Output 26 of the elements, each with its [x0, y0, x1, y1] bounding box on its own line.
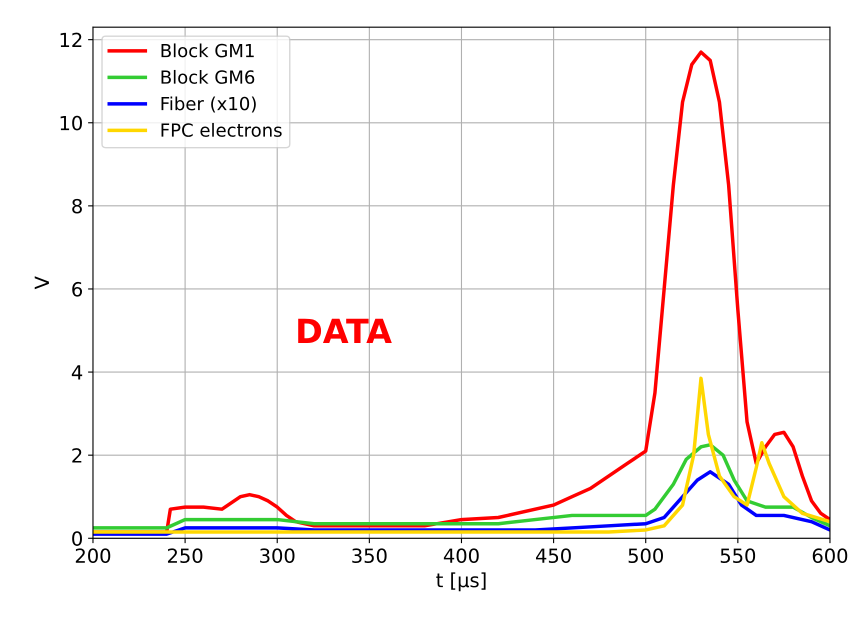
x-tick-label: 550	[720, 548, 756, 564]
legend-label: Block GM6	[162, 70, 254, 84]
x-tick-label: 300	[260, 548, 294, 564]
y-tick-label: 8	[72, 198, 82, 214]
y-axis-title: V	[34, 276, 49, 290]
legend-label: FPC electrons	[162, 122, 282, 137]
x-tick-label: 500	[628, 548, 663, 564]
y-tick-label: 10	[60, 116, 82, 130]
legend-label: Fiber (x10)	[162, 96, 256, 113]
y-tick-label: 2	[72, 448, 82, 463]
y-tick-label: 0	[72, 531, 82, 546]
x-axis-title: t [µs]	[436, 572, 486, 592]
annotation: DATA	[298, 318, 392, 344]
x-tick-label: 200	[76, 548, 110, 564]
legend-label: Block GM1	[162, 43, 254, 58]
x-tick-label: 350	[352, 548, 387, 564]
y-tick-label: 12	[60, 32, 82, 48]
y-tick-label: 6	[72, 282, 82, 297]
line-series	[92, 443, 830, 530]
y-tick-label: 4	[72, 365, 82, 380]
x-tick-label: 600	[812, 548, 848, 564]
x-tick-label: 450	[536, 548, 571, 564]
line-series	[92, 376, 830, 534]
x-tick-label: 400	[444, 548, 479, 564]
line-series	[92, 470, 830, 536]
x-tick-label: 250	[168, 548, 202, 564]
